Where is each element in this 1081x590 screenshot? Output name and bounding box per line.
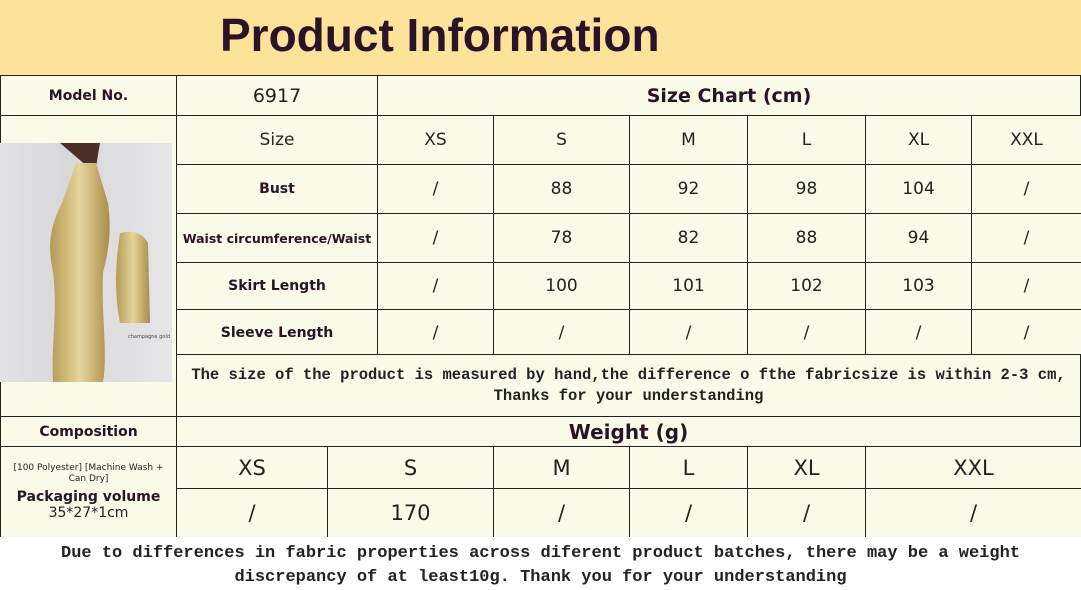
weight-size-cell: L <box>629 446 748 489</box>
size-table-cell: Sleeve Length <box>176 309 378 356</box>
model-value: 6917 <box>176 75 378 116</box>
size-note: The size of the product is measured by h… <box>176 354 1081 417</box>
footer-note: Due to differences in fabric properties … <box>0 537 1081 589</box>
packaging-label: Packaging volume <box>16 489 161 505</box>
weight-value-cell: / <box>747 488 866 538</box>
size-table-cell: 88 <box>493 164 630 214</box>
size-table-cell: / <box>971 164 1081 214</box>
size-table-cell: / <box>629 309 748 356</box>
size-table-cell: / <box>971 309 1081 356</box>
size-table-cell: / <box>747 309 866 356</box>
weight-size-cell: XS <box>176 446 328 489</box>
composition-cell: [100 Polyester] [Machine Wash + Can Dry]… <box>0 446 177 538</box>
weight-value-cell: 170 <box>327 488 494 538</box>
size-table-cell: 92 <box>629 164 748 214</box>
size-header-cell: XL <box>865 115 972 165</box>
size-table-cell: / <box>377 164 494 214</box>
composition-label: Composition <box>0 416 177 447</box>
size-header-cell: XXL <box>971 115 1081 165</box>
packaging-value: 35*27*1cm <box>48 505 129 521</box>
size-table-cell: 103 <box>865 262 972 310</box>
size-header-cell: Size <box>176 115 378 165</box>
size-table-cell: Skirt Length <box>176 262 378 310</box>
header-banner: Product Information <box>0 0 1081 75</box>
weight-value-cell: / <box>493 488 630 538</box>
size-table-cell: Waist circumference/Waist <box>176 213 378 263</box>
composition-value: [100 Polyester] [Machine Wash + Can Dry] <box>13 463 164 484</box>
weight-size-cell: M <box>493 446 630 489</box>
weight-value-cell: / <box>629 488 748 538</box>
size-table-cell: / <box>493 309 630 356</box>
size-table-cell: / <box>377 309 494 356</box>
size-table-cell: 100 <box>493 262 630 310</box>
weight-value-cell: / <box>865 488 1081 538</box>
size-table-cell: 82 <box>629 213 748 263</box>
weight-title: Weight (g) <box>176 416 1081 447</box>
size-table-cell: / <box>865 309 972 356</box>
size-table-cell: 78 <box>493 213 630 263</box>
model-label: Model No. <box>0 75 177 116</box>
size-table-cell: 94 <box>865 213 972 263</box>
size-table-cell: / <box>377 213 494 263</box>
page-title: Product Information <box>220 9 660 61</box>
size-table-cell: 88 <box>747 213 866 263</box>
size-table-cell: 101 <box>629 262 748 310</box>
size-header-cell: M <box>629 115 748 165</box>
size-chart-title: Size Chart (cm) <box>377 75 1081 116</box>
weight-size-cell: XL <box>747 446 866 489</box>
weight-size-cell: XXL <box>865 446 1081 489</box>
image-caption: champagne gold <box>128 334 170 340</box>
size-table-cell: Bust <box>176 164 378 214</box>
product-photo: champagne gold <box>0 143 172 382</box>
size-table-cell: 98 <box>747 164 866 214</box>
weight-size-cell: S <box>327 446 494 489</box>
size-header-cell: S <box>493 115 630 165</box>
weight-value-cell: / <box>176 488 328 538</box>
size-table-cell: 104 <box>865 164 972 214</box>
size-header-cell: L <box>747 115 866 165</box>
size-table-cell: / <box>971 262 1081 310</box>
size-header-cell: XS <box>377 115 494 165</box>
size-table-cell: 102 <box>747 262 866 310</box>
size-table-cell: / <box>377 262 494 310</box>
size-table-cell: / <box>971 213 1081 263</box>
